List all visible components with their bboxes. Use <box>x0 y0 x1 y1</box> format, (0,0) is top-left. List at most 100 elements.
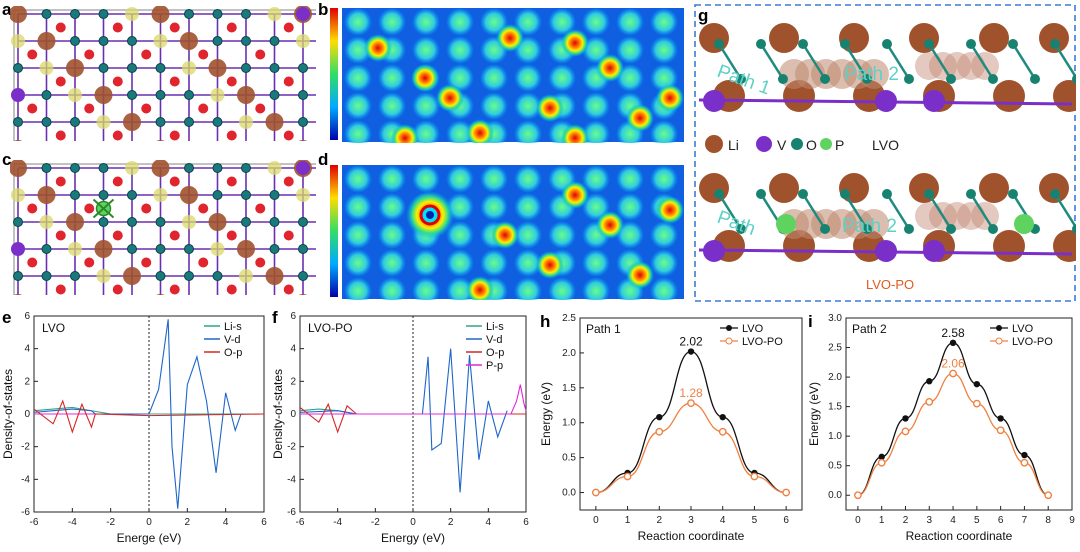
o-atom <box>13 217 23 227</box>
panel-label-i: i <box>808 312 813 331</box>
x-axis-title: Reaction coordinate <box>638 529 745 543</box>
element-legend: Li V O P <box>705 135 844 153</box>
o-atom <box>862 74 872 84</box>
data-point-lvo <box>973 380 981 388</box>
data-point-lvo <box>997 415 1004 422</box>
lvo-structure-title: LVO <box>872 137 899 153</box>
red-site <box>198 203 209 214</box>
red-site <box>112 130 123 141</box>
data-point-lvo-po <box>853 491 862 500</box>
red-site <box>55 130 66 141</box>
li-atom <box>180 186 198 204</box>
density-cool-spot <box>582 120 610 143</box>
panel-label-d: d <box>318 150 329 169</box>
li-atom-large <box>1039 23 1069 53</box>
density-hot-spot <box>626 104 654 132</box>
o-atom <box>882 39 892 49</box>
o-atom <box>155 217 166 227</box>
li-atom <box>94 240 113 258</box>
x-tick-label: -4 <box>68 517 77 528</box>
peak-annotation: 2.06 <box>941 357 965 371</box>
density-hot-spot <box>391 124 419 143</box>
red-site <box>226 22 237 33</box>
o-atom <box>241 190 251 200</box>
unit-cell-border <box>13 163 316 295</box>
li-atom <box>265 267 284 285</box>
o-atom <box>212 117 223 127</box>
density-hot-spot <box>536 251 564 279</box>
o-atom <box>13 117 23 127</box>
o-atom <box>1072 224 1076 234</box>
data-point-lvo-po <box>623 472 632 481</box>
li-legend-label: Li <box>728 137 739 153</box>
lattice-atom <box>296 34 310 48</box>
o-legend-label: O <box>806 137 817 153</box>
li-atom <box>13 140 23 141</box>
x-tick-label: 0 <box>593 515 599 526</box>
density-hot-spot <box>466 276 494 300</box>
li-atom <box>237 240 255 258</box>
y-tick-label: 1.0 <box>562 418 576 429</box>
red-site <box>27 257 38 268</box>
o-atom <box>269 217 280 227</box>
li-atom <box>66 213 84 231</box>
density-cool-spot <box>412 36 440 64</box>
o-atom <box>736 74 746 84</box>
o-atom <box>41 117 52 127</box>
density-hot-spot <box>491 221 519 249</box>
lattice-atom <box>125 161 139 175</box>
o-atom <box>966 189 976 199</box>
y-tick-label: -6 <box>287 507 296 518</box>
o-atom <box>41 90 52 100</box>
x-tick-label: 8 <box>1045 515 1051 526</box>
density-cool-spot <box>412 120 440 143</box>
density-cool-spot <box>514 277 542 300</box>
o-atom <box>13 271 23 281</box>
y-tick-label: 6 <box>24 311 30 322</box>
y-tick-label: -4 <box>287 474 296 485</box>
o-atom <box>155 90 166 100</box>
p-atom <box>776 214 796 234</box>
density-cool-spot <box>616 193 644 221</box>
li-atom <box>156 294 165 295</box>
lvo-po-lattice-structure <box>10 160 316 295</box>
li-atom <box>94 86 113 104</box>
y-tick-label: 2.0 <box>828 372 842 383</box>
li-atom <box>123 113 141 131</box>
o-atom <box>155 63 166 73</box>
dashed-frame <box>694 4 1076 302</box>
o-atom <box>1050 39 1060 49</box>
data-point-lvo-po <box>591 488 600 497</box>
peak-annotation: 2.02 <box>679 335 703 349</box>
o-atom <box>714 39 724 49</box>
o-atom <box>946 224 956 234</box>
red-site <box>84 203 95 214</box>
red-site <box>198 49 209 60</box>
li-atom-large <box>909 23 939 53</box>
li-atom <box>265 113 284 131</box>
density-hot-spot <box>536 94 564 122</box>
y-tick-label: 2.5 <box>828 343 842 354</box>
density-cool-spot <box>446 36 474 64</box>
legend-marker <box>725 337 733 345</box>
li-atom <box>298 140 308 141</box>
bond-line <box>717 43 743 80</box>
red-site <box>226 284 237 295</box>
x-tick-label: 3 <box>688 515 694 526</box>
y-tick-label: 0.0 <box>562 488 576 499</box>
o-atom <box>127 217 137 227</box>
red-site <box>55 284 66 295</box>
density-cool-spot <box>514 221 542 249</box>
li-atom <box>180 32 198 50</box>
dopant-core <box>426 211 434 219</box>
li-atom <box>298 294 308 295</box>
li-atom-large <box>979 23 1009 53</box>
density-hot-spot <box>626 261 654 289</box>
o-atom <box>882 189 892 199</box>
v-atom <box>703 240 725 262</box>
dos-series-line-v-d <box>33 319 242 509</box>
o-atom <box>298 271 308 281</box>
x-tick-label: 6 <box>261 517 267 528</box>
x-tick-label: 4 <box>223 517 229 528</box>
v-atom <box>11 242 25 256</box>
